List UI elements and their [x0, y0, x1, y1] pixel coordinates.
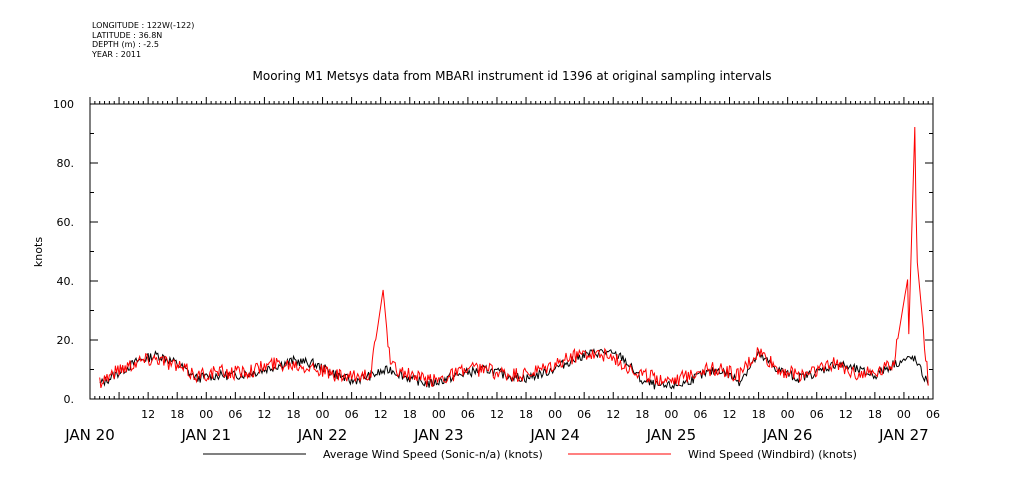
x-day-label: JAN 22 — [297, 426, 348, 444]
x-hour-tick-label: 06 — [693, 408, 707, 421]
x-hour-tick-label: 12 — [839, 408, 853, 421]
x-hour-tick-label: 18 — [635, 408, 649, 421]
x-day-label: JAN 24 — [529, 426, 580, 444]
legend: Average Wind Speed (Sonic-n/a) (knots) W… — [203, 448, 857, 461]
y-tick-label: 80. — [57, 157, 75, 170]
y-tick-label: 100 — [53, 98, 74, 111]
x-hour-tick-label: 18 — [170, 408, 184, 421]
x-hour-tick-label: 00 — [781, 408, 795, 421]
x-hour-tick-label: 06 — [577, 408, 591, 421]
legend-label-windbird: Wind Speed (Windbird) (knots) — [688, 448, 857, 461]
x-day-label: JAN 23 — [413, 426, 464, 444]
x-hour-tick-label: 18 — [403, 408, 417, 421]
latitude-label: LATITUDE : 36.8N — [92, 30, 163, 40]
legend-label-average: Average Wind Speed (Sonic-n/a) (knots) — [323, 448, 543, 461]
y-tick-label: 60. — [57, 216, 75, 229]
y-tick-label: 0. — [64, 393, 75, 406]
x-day-label: JAN 20 — [64, 426, 115, 444]
x-hour-tick-label: 06 — [810, 408, 824, 421]
x-hour-tick-label: 12 — [141, 408, 155, 421]
x-hour-tick-label: 00 — [548, 408, 562, 421]
x-hour-tick-label: 00 — [897, 408, 911, 421]
mooring-metadata: LONGITUDE : 122W(-122) LATITUDE : 36.8N … — [92, 21, 194, 59]
x-day-label: JAN 27 — [878, 426, 929, 444]
x-day-label: JAN 21 — [181, 426, 232, 444]
x-hour-tick-label: 06 — [345, 408, 359, 421]
y-tick-label: 40. — [57, 275, 75, 288]
x-hour-tick-label: 12 — [490, 408, 504, 421]
y-axis-label: knots — [32, 237, 45, 267]
x-hour-tick-label: 18 — [752, 408, 766, 421]
depth-label: DEPTH (m) : -2.5 — [92, 40, 159, 50]
chart-title: Mooring M1 Metsys data from MBARI instru… — [253, 69, 772, 83]
x-hour-tick-label: 12 — [606, 408, 620, 421]
y-tick-label: 20. — [57, 334, 75, 347]
x-hour-tick-label: 06 — [926, 408, 940, 421]
series-windbird-wind-speed — [99, 126, 929, 389]
x-day-label: JAN 25 — [646, 426, 697, 444]
plot-frame — [89, 103, 934, 400]
x-hour-tick-label: 06 — [228, 408, 242, 421]
longitude-label: LONGITUDE : 122W(-122) — [92, 21, 195, 30]
x-hour-tick-label: 12 — [257, 408, 271, 421]
x-hour-tick-label: 00 — [664, 408, 678, 421]
x-hour-tick-label: 06 — [461, 408, 475, 421]
series-lines — [99, 126, 929, 390]
axis-ticks — [89, 97, 934, 400]
x-hour-tick-label: 18 — [519, 408, 533, 421]
x-hour-tick-label: 18 — [868, 408, 882, 421]
x-hour-tick-label: 12 — [374, 408, 388, 421]
x-hour-tick-label: 00 — [432, 408, 446, 421]
x-hour-tick-label: 00 — [316, 408, 330, 421]
axis-labels: 0. 20. 40. 60. 80. 100 12 18 00 06 12 18 00 06 12 18 00 0… — [53, 98, 940, 444]
year-label: YEAR : 2011 — [92, 49, 142, 59]
x-hour-tick-label: 00 — [199, 408, 213, 421]
x-hour-tick-label: 18 — [286, 408, 300, 421]
x-day-label: JAN 26 — [762, 426, 813, 444]
x-hour-tick-label: 12 — [723, 408, 737, 421]
